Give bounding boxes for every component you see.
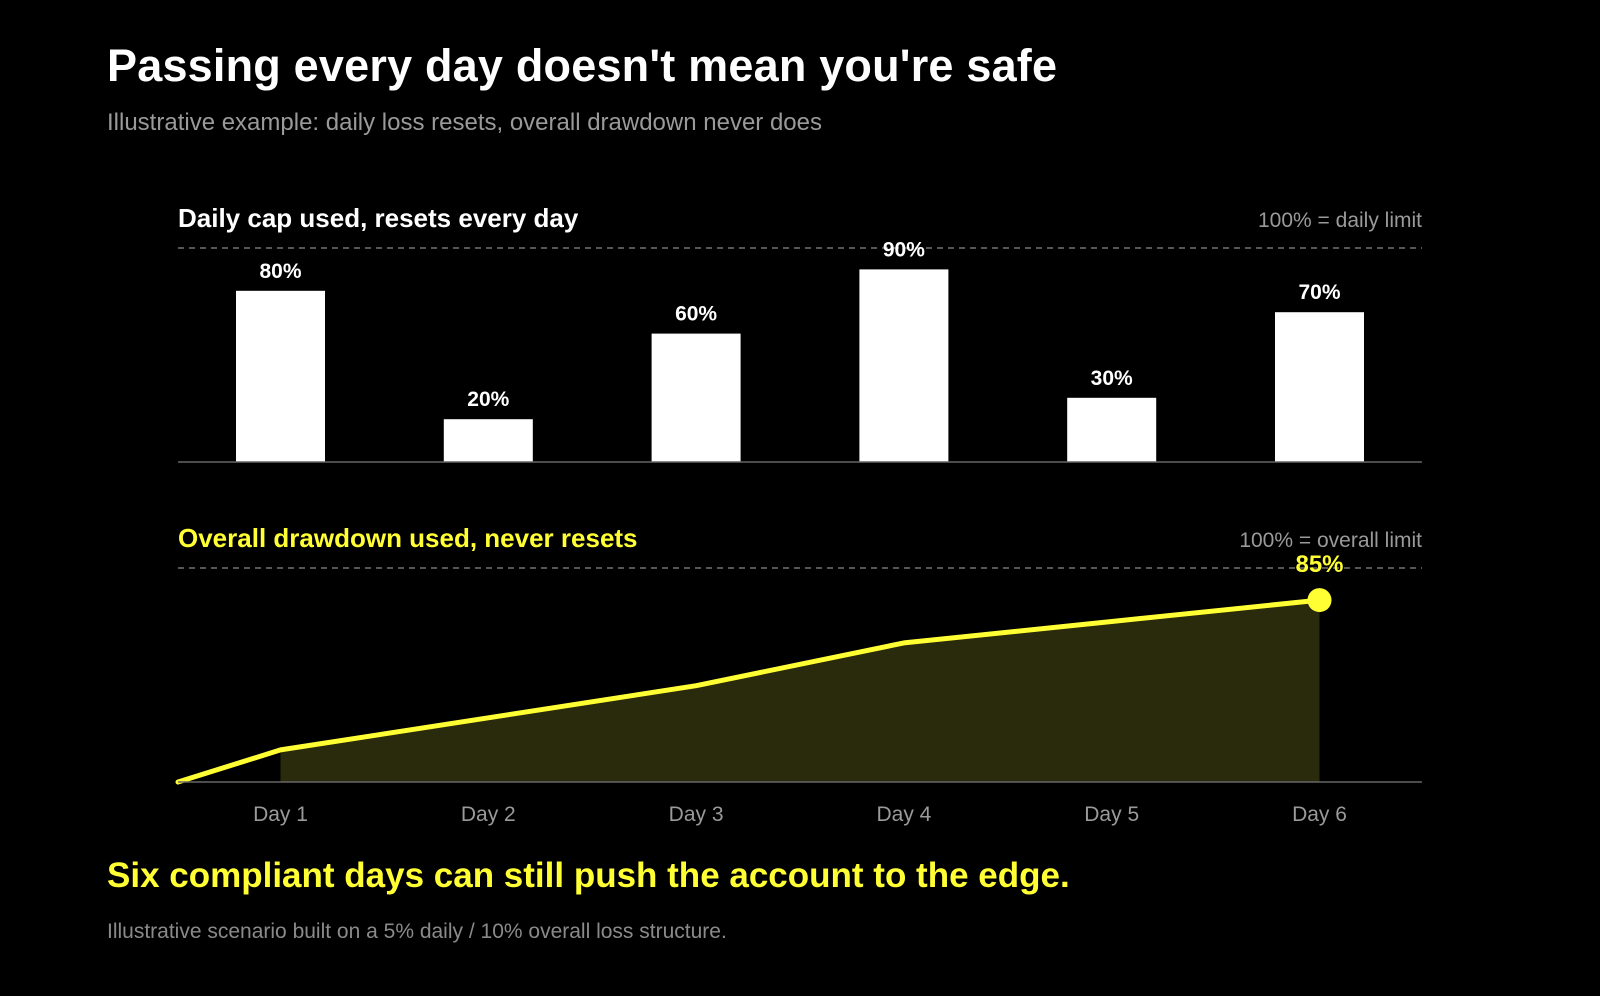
footnote-text: Illustrative scenario built on a 5% dail… bbox=[107, 920, 727, 943]
bar-value-label: 60% bbox=[675, 303, 717, 326]
bar-day-1 bbox=[236, 290, 325, 462]
bar-day-2 bbox=[443, 419, 533, 462]
drawdown-area-fill bbox=[280, 600, 1320, 782]
x-axis-tick-labels: Day 1 Day 2 Day 3 Day 4 Day 5 Day 6 bbox=[253, 803, 1347, 826]
x-tick-label: Day 2 bbox=[461, 803, 516, 826]
chart-subtitle: Illustrative example: daily loss resets,… bbox=[107, 109, 822, 136]
drawdown-line bbox=[175, 597, 1322, 785]
drawdown-end-label: 85% bbox=[1295, 551, 1343, 578]
daily-reference-label: 100% = daily limit bbox=[1258, 209, 1422, 232]
daily-bar-labels: 80% 20% 60% 90% 30% 70% bbox=[259, 238, 1340, 411]
bar-value-label: 90% bbox=[883, 238, 925, 261]
daily-bars bbox=[236, 269, 1364, 462]
x-tick-label: Day 3 bbox=[669, 803, 724, 826]
bar-value-label: 80% bbox=[259, 260, 301, 283]
x-tick-label: Day 6 bbox=[1292, 803, 1347, 826]
daily-chart-title: Daily cap used, resets every day bbox=[178, 203, 579, 233]
overall-drawdown-chart: Overall drawdown used, never resets 100%… bbox=[175, 523, 1422, 826]
chart-title: Passing every day doesn't mean you're sa… bbox=[107, 40, 1058, 91]
bar-value-label: 30% bbox=[1091, 367, 1133, 390]
x-tick-label: Day 1 bbox=[253, 803, 308, 826]
bar-day-5 bbox=[1067, 397, 1157, 462]
daily-cap-chart: Daily cap used, resets every day 100% = … bbox=[178, 203, 1422, 463]
drawdown-end-point bbox=[1307, 588, 1332, 613]
overall-reference-label: 100% = overall limit bbox=[1239, 529, 1422, 552]
bar-value-label: 70% bbox=[1298, 281, 1340, 304]
bar-day-6 bbox=[1275, 312, 1364, 462]
bar-day-3 bbox=[651, 333, 741, 462]
overall-chart-title: Overall drawdown used, never resets bbox=[178, 523, 638, 553]
bar-value-label: 20% bbox=[467, 388, 509, 411]
callout-text: Six compliant days can still push the ac… bbox=[107, 856, 1070, 895]
bar-day-4 bbox=[859, 269, 949, 462]
x-tick-label: Day 5 bbox=[1084, 803, 1139, 826]
x-tick-label: Day 4 bbox=[876, 803, 931, 826]
